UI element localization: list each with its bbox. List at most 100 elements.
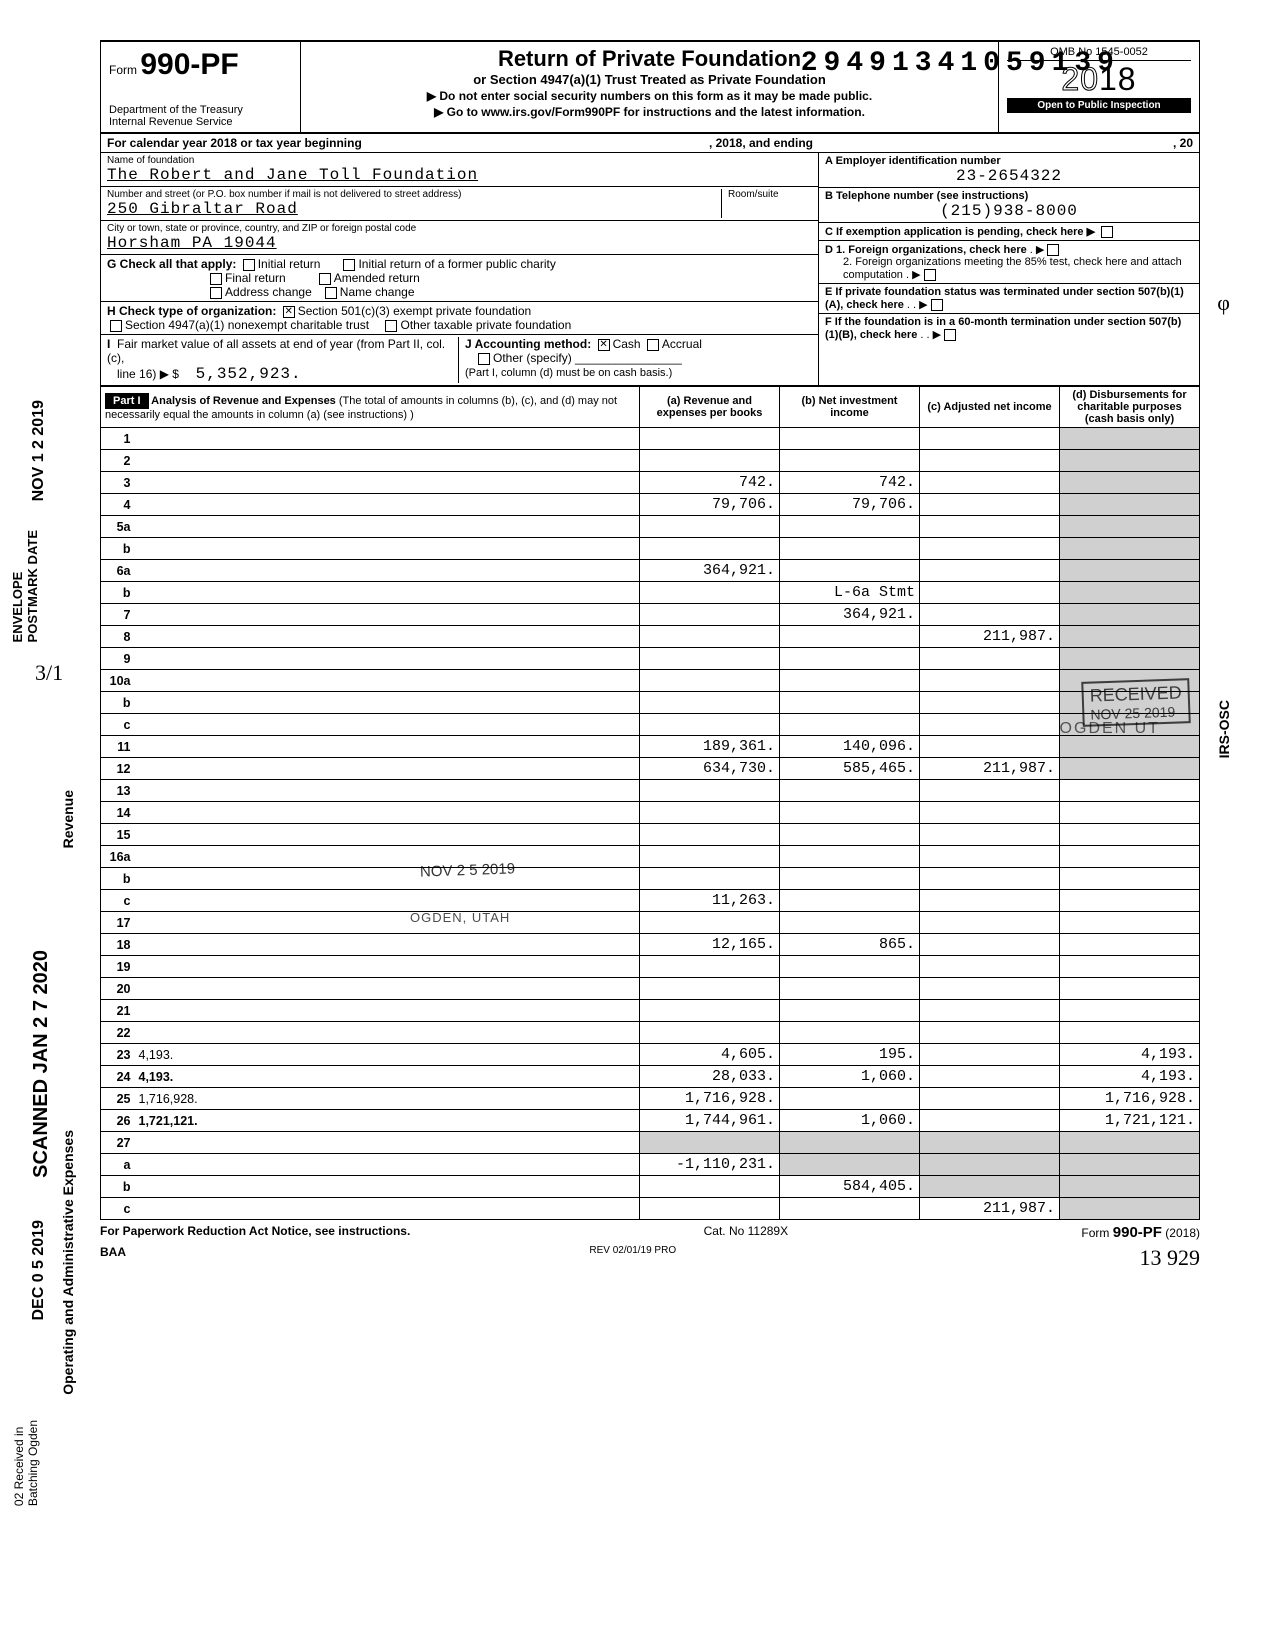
amount-cell[interactable] <box>640 670 780 692</box>
amount-cell[interactable] <box>780 648 920 670</box>
amount-cell[interactable]: 1,060. <box>780 1066 920 1088</box>
amount-cell[interactable] <box>1060 736 1200 758</box>
amount-cell[interactable] <box>920 560 1060 582</box>
checkbox-final-return[interactable] <box>210 273 222 285</box>
foundation-name[interactable]: The Robert and Jane Toll Foundation <box>107 166 812 184</box>
amount-cell[interactable] <box>780 846 920 868</box>
amount-cell[interactable] <box>640 692 780 714</box>
amount-cell[interactable]: 742. <box>780 472 920 494</box>
amount-cell[interactable] <box>920 1044 1060 1066</box>
amount-cell[interactable] <box>920 736 1060 758</box>
amount-cell[interactable]: 211,987. <box>920 758 1060 780</box>
amount-cell[interactable]: 79,706. <box>780 494 920 516</box>
amount-cell[interactable] <box>1060 934 1200 956</box>
amount-cell[interactable] <box>1060 868 1200 890</box>
amount-cell[interactable] <box>780 560 920 582</box>
amount-cell[interactable] <box>1060 604 1200 626</box>
amount-cell[interactable] <box>1060 1022 1200 1044</box>
amount-cell[interactable] <box>780 692 920 714</box>
ein-value[interactable]: 23-2654322 <box>825 167 1193 185</box>
amount-cell[interactable] <box>920 1000 1060 1022</box>
amount-cell[interactable] <box>1060 1000 1200 1022</box>
amount-cell[interactable]: 211,987. <box>920 626 1060 648</box>
amount-cell[interactable] <box>640 802 780 824</box>
amount-cell[interactable] <box>920 1088 1060 1110</box>
amount-cell[interactable] <box>780 912 920 934</box>
amount-cell[interactable] <box>1060 714 1200 736</box>
checkbox-85pct[interactable] <box>924 269 936 281</box>
amount-cell[interactable] <box>920 604 1060 626</box>
amount-cell[interactable]: 364,921. <box>780 604 920 626</box>
amount-cell[interactable] <box>1060 758 1200 780</box>
amount-cell[interactable] <box>1060 1198 1200 1220</box>
amount-cell[interactable] <box>920 1132 1060 1154</box>
amount-cell[interactable] <box>780 714 920 736</box>
amount-cell[interactable] <box>1060 846 1200 868</box>
amount-cell[interactable] <box>920 648 1060 670</box>
amount-cell[interactable] <box>920 1176 1060 1198</box>
checkbox-amended[interactable] <box>319 273 331 285</box>
amount-cell[interactable] <box>1060 516 1200 538</box>
amount-cell[interactable] <box>1060 670 1200 692</box>
amount-cell[interactable] <box>1060 494 1200 516</box>
amount-cell[interactable] <box>780 956 920 978</box>
amount-cell[interactable] <box>640 582 780 604</box>
amount-cell[interactable] <box>920 516 1060 538</box>
amount-cell[interactable] <box>640 1132 780 1154</box>
amount-cell[interactable] <box>640 428 780 450</box>
amount-cell[interactable] <box>1060 978 1200 1000</box>
checkbox-other-taxable[interactable] <box>385 320 397 332</box>
amount-cell[interactable] <box>640 604 780 626</box>
amount-cell[interactable] <box>640 1198 780 1220</box>
amount-cell[interactable] <box>920 780 1060 802</box>
amount-cell[interactable] <box>780 538 920 560</box>
amount-cell[interactable] <box>780 1000 920 1022</box>
amount-cell[interactable] <box>1060 626 1200 648</box>
amount-cell[interactable] <box>640 1022 780 1044</box>
amount-cell[interactable]: 4,605. <box>640 1044 780 1066</box>
amount-cell[interactable] <box>920 450 1060 472</box>
amount-cell[interactable] <box>1060 824 1200 846</box>
amount-cell[interactable] <box>640 912 780 934</box>
amount-cell[interactable] <box>1060 472 1200 494</box>
checkbox-addr-change[interactable] <box>210 287 222 299</box>
amount-cell[interactable] <box>780 516 920 538</box>
amount-cell[interactable]: 79,706. <box>640 494 780 516</box>
amount-cell[interactable] <box>780 1022 920 1044</box>
city-state-zip[interactable]: Horsham PA 19044 <box>107 234 812 252</box>
amount-cell[interactable] <box>1060 912 1200 934</box>
fmv-value[interactable]: 5,352,923. <box>196 365 302 383</box>
amount-cell[interactable] <box>780 890 920 912</box>
amount-cell[interactable] <box>920 538 1060 560</box>
amount-cell[interactable] <box>640 648 780 670</box>
amount-cell[interactable] <box>920 1022 1060 1044</box>
amount-cell[interactable]: 11,263. <box>640 890 780 912</box>
amount-cell[interactable] <box>1060 1176 1200 1198</box>
amount-cell[interactable]: 1,060. <box>780 1110 920 1132</box>
amount-cell[interactable] <box>780 780 920 802</box>
amount-cell[interactable]: 742. <box>640 472 780 494</box>
amount-cell[interactable] <box>640 626 780 648</box>
amount-cell[interactable]: 364,921. <box>640 560 780 582</box>
amount-cell[interactable] <box>640 978 780 1000</box>
amount-cell[interactable] <box>920 956 1060 978</box>
amount-cell[interactable] <box>640 824 780 846</box>
amount-cell[interactable] <box>920 1110 1060 1132</box>
checkbox-terminated[interactable] <box>931 299 943 311</box>
amount-cell[interactable] <box>1060 956 1200 978</box>
checkbox-initial-return[interactable] <box>243 259 255 271</box>
amount-cell[interactable] <box>920 846 1060 868</box>
amount-cell[interactable]: 195. <box>780 1044 920 1066</box>
amount-cell[interactable]: 4,193. <box>1060 1066 1200 1088</box>
amount-cell[interactable] <box>640 956 780 978</box>
checkbox-other-method[interactable] <box>478 353 490 365</box>
amount-cell[interactable]: 4,193. <box>1060 1044 1200 1066</box>
amount-cell[interactable] <box>640 868 780 890</box>
amount-cell[interactable]: 585,465. <box>780 758 920 780</box>
amount-cell[interactable] <box>780 802 920 824</box>
amount-cell[interactable]: 634,730. <box>640 758 780 780</box>
amount-cell[interactable] <box>780 1088 920 1110</box>
amount-cell[interactable]: 865. <box>780 934 920 956</box>
amount-cell[interactable] <box>920 1154 1060 1176</box>
amount-cell[interactable] <box>1060 890 1200 912</box>
